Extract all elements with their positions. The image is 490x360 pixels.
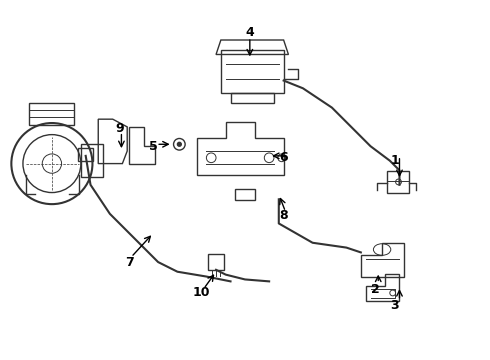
Text: 10: 10 xyxy=(193,287,210,300)
Text: 1: 1 xyxy=(390,154,399,167)
Text: 5: 5 xyxy=(149,140,158,153)
Text: 7: 7 xyxy=(125,256,133,269)
Text: 9: 9 xyxy=(115,122,124,135)
Text: 6: 6 xyxy=(279,151,288,164)
Text: 8: 8 xyxy=(279,209,288,222)
Circle shape xyxy=(177,142,181,146)
Text: 4: 4 xyxy=(245,26,254,39)
Text: 2: 2 xyxy=(371,283,380,296)
Text: 3: 3 xyxy=(391,299,399,312)
